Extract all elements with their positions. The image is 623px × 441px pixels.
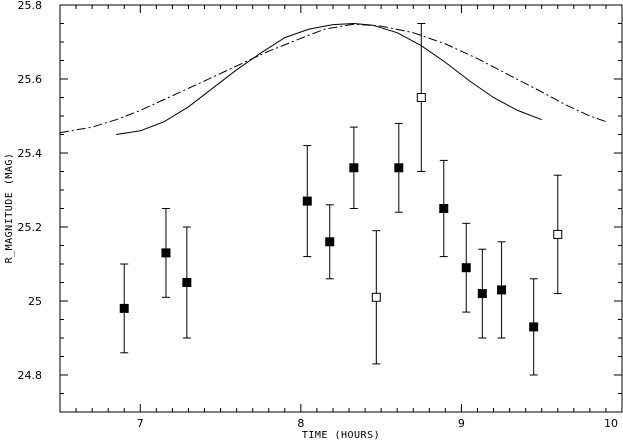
open-square-marker [553,229,563,239]
filled-square-marker [461,263,471,273]
filled-square-marker [182,278,192,287]
plot-frame [59,4,623,413]
x-tick-label: 7 [137,417,144,430]
data-points [119,23,563,376]
axis-ticks [60,5,622,412]
filled-square-marker [497,285,507,295]
y-tick-label: 25.2 [18,221,43,234]
filled-square-marker [439,204,449,213]
filled-square-marker [161,248,171,258]
model-curve-dashdot [59,23,607,134]
open-square-marker [371,292,381,302]
model-curve-solid [116,22,542,135]
x-tick-label: 10 [604,417,618,430]
axis-tick-labels: 7 8 9 10 24.8 25 25.2 25.4 25.6 25.8 [18,0,619,430]
y-tick-label: 25.8 [18,0,43,12]
filled-square-marker [349,163,359,173]
filled-square-marker [477,289,487,299]
filled-square-marker [119,303,129,313]
y-tick-label: 25.6 [18,73,43,86]
y-tick-label: 25.4 [18,147,43,160]
filled-square-marker [325,237,335,247]
model-curves [59,22,607,135]
y-tick-label: 24.8 [18,369,43,382]
filled-square-marker [529,322,539,332]
filled-square-marker [302,196,312,206]
y-axis-title: R_MAGNITUDE (MAG) [4,153,15,264]
x-tick-label: 8 [297,417,304,430]
y-tick-label: 25 [28,295,42,308]
open-square-marker [416,93,426,102]
x-axis-title: TIME (HOURS) [302,430,380,441]
filled-square-marker [394,163,404,173]
x-tick-label: 9 [458,417,465,430]
